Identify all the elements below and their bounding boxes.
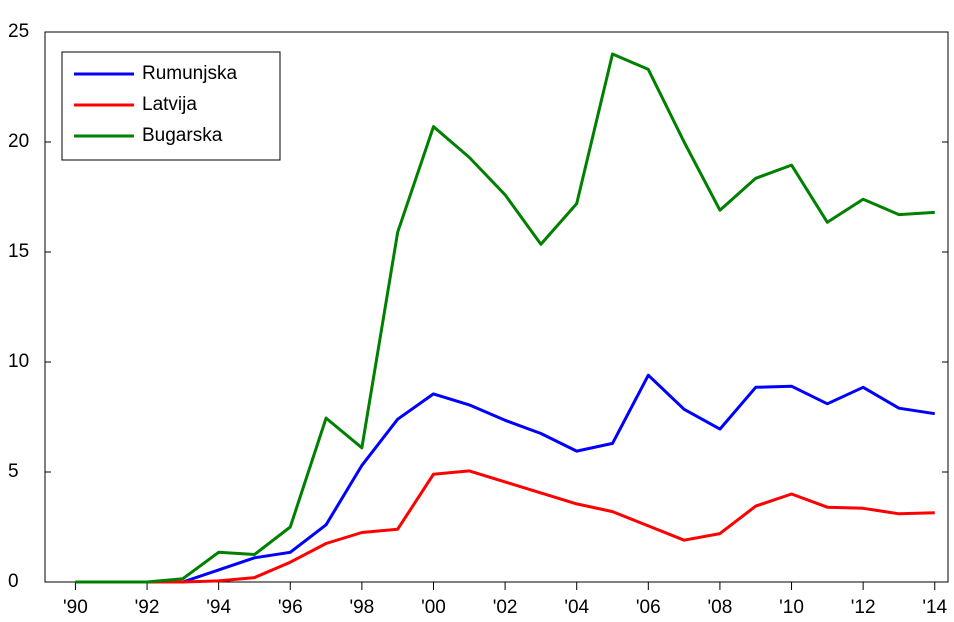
x-tick-label: '96 (278, 597, 303, 618)
x-tick-label: '10 (779, 597, 804, 618)
y-tick-label: 0 (8, 571, 19, 592)
plot-frame (44, 31, 949, 583)
series-line (75, 373, 935, 584)
y-tick-label: 10 (8, 351, 29, 372)
x-tick-label: '90 (63, 597, 88, 618)
legend-label: Latvija (142, 94, 197, 115)
x-tick-label: '12 (851, 597, 876, 618)
x-tick-label: '14 (922, 597, 947, 618)
x-tick-label: '94 (206, 597, 231, 618)
legend-label: Bugarska (142, 125, 223, 146)
x-tick-label: '00 (421, 597, 446, 618)
x-tick-label: '06 (636, 597, 661, 618)
legend-label: Rumunjska (142, 63, 237, 84)
x-tick-label: '92 (135, 597, 160, 618)
y-tick-label: 20 (8, 131, 29, 152)
y-tick-label: 15 (8, 241, 29, 262)
x-tick-label: '98 (349, 597, 374, 618)
y-tick-label: 5 (8, 461, 19, 482)
series-line (75, 469, 935, 584)
legend-box (61, 51, 281, 161)
x-tick-label: '04 (564, 597, 589, 618)
x-tick-label: '08 (708, 597, 733, 618)
y-tick-label: 25 (8, 21, 29, 42)
x-tick-label: '02 (493, 597, 518, 618)
series-line (75, 52, 935, 584)
